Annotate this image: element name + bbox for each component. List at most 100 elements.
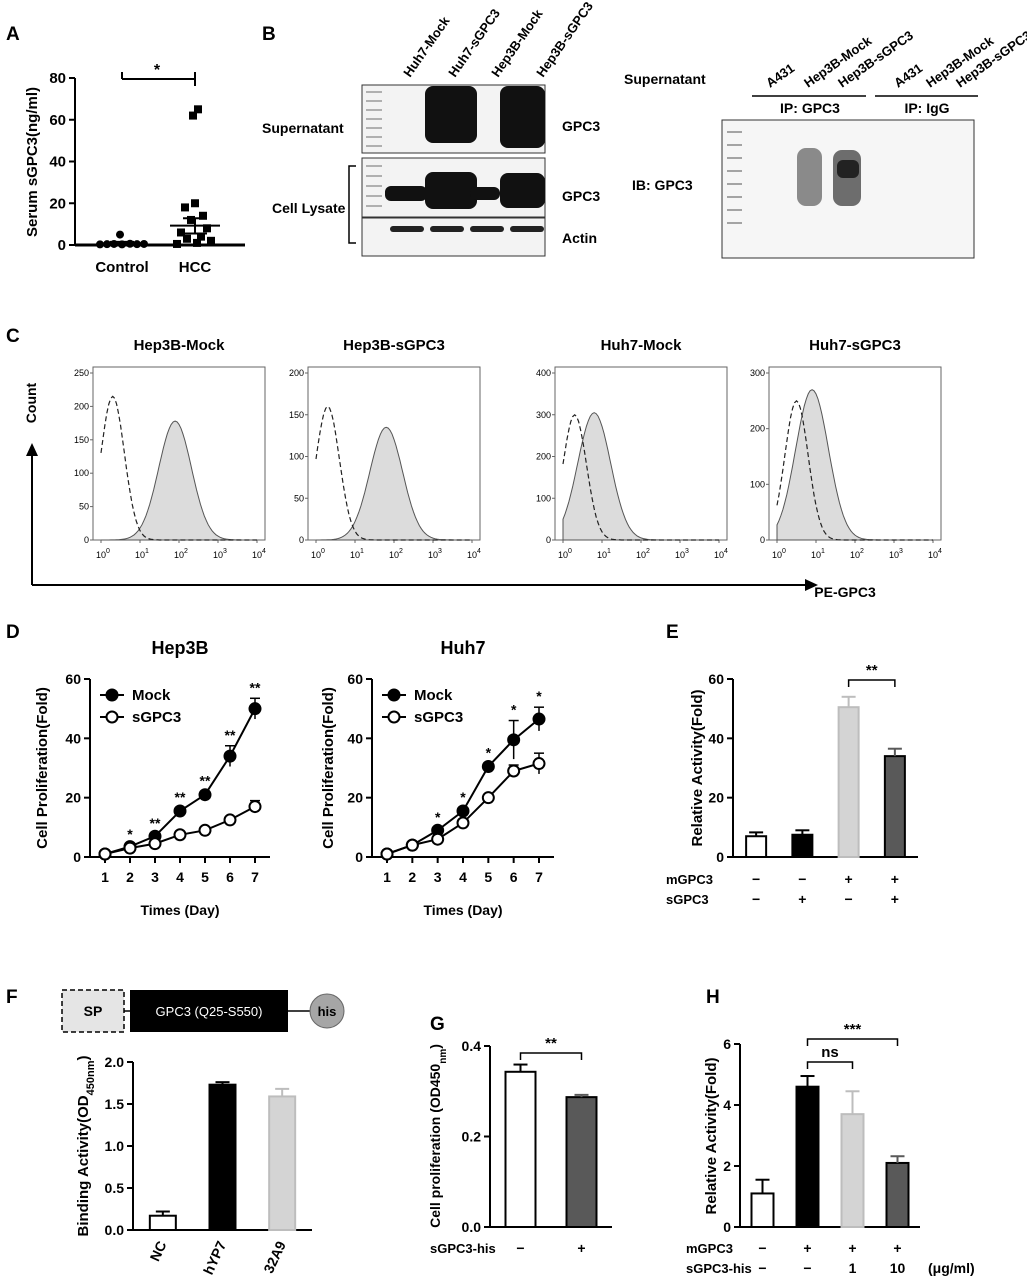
- d-hep3b-point-sgpc3: [123, 841, 137, 855]
- f-x-label: 32A9: [260, 1238, 289, 1275]
- e-row-sign: +: [845, 871, 853, 887]
- h-y-label: Relative Activity(Fold): [703, 1058, 720, 1215]
- d-huh7-point-mock: [532, 712, 546, 726]
- panel-d-hep3b-line: Hep3B 0 20 40 60 1 2 3 4 5 6 7 Times (Day) Cell Proli…: [34, 638, 270, 918]
- f-y-tick-label: 0.0: [105, 1222, 125, 1238]
- g-y-label: Cell proliferation (OD450nm): [427, 1044, 449, 1228]
- d-huh7-legend-marker: [387, 688, 401, 702]
- d-huh7-x-label: Times (Day): [423, 902, 502, 918]
- g-significance: **: [545, 1035, 557, 1052]
- a-x-label: HCC: [179, 259, 212, 276]
- c-y-tick-label: 100: [74, 468, 89, 478]
- c-x-tick-label: 100: [558, 548, 572, 560]
- panel-c-flow: Hep3B-Mock 0 50 100 150 200 250 100 101 102 103 104…: [23, 337, 942, 600]
- panel-label-a: A: [6, 24, 20, 45]
- a-point-hcc: [173, 239, 181, 248]
- d-hep3b-x-tick-label: 5: [201, 869, 209, 885]
- a-point-hcc: [177, 228, 185, 237]
- e-y-tick-label: 20: [708, 790, 724, 806]
- panel-label-e: E: [666, 622, 679, 643]
- b-band-actin: [470, 226, 504, 232]
- d-huh7-point-sgpc3: [507, 764, 521, 778]
- d-huh7-x-tick-label: 3: [434, 869, 442, 885]
- d-hep3b-significance: **: [175, 789, 186, 805]
- c-y-tick-label: 400: [536, 368, 551, 378]
- d-hep3b-x-tick-label: 1: [101, 869, 109, 885]
- b-ib-label: IB: GPC3: [632, 177, 693, 193]
- g-y-tick-label: 0.4: [462, 1038, 482, 1054]
- h-y-tick-label: 0: [723, 1219, 731, 1235]
- h-bracket: [806, 1061, 854, 1069]
- panel-label-f: F: [6, 987, 18, 1008]
- d-hep3b-significance: **: [150, 815, 161, 831]
- a-point-hcc: [203, 224, 211, 233]
- c-x-tick-label: 102: [636, 548, 650, 560]
- f-y-tick-label: 0.5: [105, 1180, 125, 1196]
- h-row-sign: −: [758, 1260, 766, 1276]
- c-x-tick-label: 101: [811, 548, 825, 560]
- a-x-label: Control: [95, 259, 148, 276]
- f-bar: [208, 1083, 237, 1232]
- h-bar: [795, 1085, 820, 1228]
- d-huh7-x-tick-label: 1: [383, 869, 391, 885]
- d-hep3b-significance: *: [127, 826, 133, 842]
- c-x-tick-label: 102: [174, 548, 188, 560]
- e-bar: [837, 706, 860, 859]
- d-huh7-legend-label: Mock: [414, 687, 453, 704]
- panel-label-d: D: [6, 622, 20, 643]
- c-plot-title: Hep3B-Mock: [134, 337, 226, 354]
- e-bar: [745, 835, 768, 859]
- d-hep3b-point-sgpc3: [248, 800, 262, 814]
- h-row-sign: +: [893, 1240, 901, 1256]
- h-row-sign: −: [803, 1260, 811, 1276]
- h-row-label: sGPC3-his: [686, 1261, 752, 1276]
- h-row-sign: 1: [849, 1260, 857, 1276]
- f-y-tick-label: 1.0: [105, 1138, 125, 1154]
- f-bar: [148, 1214, 177, 1231]
- d-hep3b-y-tick-label: 40: [65, 730, 81, 746]
- c-y-tick-label: 50: [79, 502, 89, 512]
- d-huh7-point-sgpc3: [532, 757, 546, 771]
- c-x-tick-label: 103: [675, 548, 689, 560]
- d-huh7-legend-label: sGPC3: [414, 709, 463, 726]
- panel-label-b: B: [262, 24, 276, 45]
- b-band-actin: [510, 226, 544, 232]
- b-brace: [348, 165, 356, 244]
- panel-b-blots: Huh7-MockHuh7-sGPC3Hep3B-MockHep3B-sGPC3…: [262, 0, 1027, 259]
- c-y-tick-label: 50: [294, 493, 304, 503]
- a-point-hcc: [193, 238, 201, 247]
- d-hep3b-legend-marker: [105, 710, 119, 724]
- c-positive-histogram: [316, 426, 472, 541]
- b-band-label: GPC3: [562, 188, 600, 204]
- a-point-hcc: [194, 105, 202, 114]
- g-row-sign: −: [516, 1240, 524, 1256]
- d-huh7-significance: *: [536, 688, 542, 704]
- e-y-tick-label: 60: [708, 671, 724, 687]
- d-hep3b-y-tick-label: 20: [65, 790, 81, 806]
- panel-label-h: H: [706, 987, 720, 1008]
- d-hep3b-legend-label: Mock: [132, 687, 171, 704]
- c-y-label: Count: [23, 382, 39, 423]
- b-band-label: GPC3: [562, 118, 600, 134]
- d-huh7-y-tick-label: 0: [355, 849, 363, 865]
- d-hep3b-significance: **: [250, 679, 261, 695]
- c-y-tick-label: 0: [546, 535, 551, 545]
- d-huh7-y-tick-label: 40: [347, 730, 363, 746]
- d-hep3b-point-mock: [223, 749, 237, 763]
- e-row-sign: −: [845, 891, 853, 907]
- d-hep3b-x-label: Times (Day): [140, 902, 219, 918]
- h-y-tick-label: 6: [723, 1036, 731, 1052]
- c-y-tick-label: 200: [74, 401, 89, 411]
- a-point-hcc: [197, 232, 205, 241]
- d-huh7-title: Huh7: [441, 638, 486, 658]
- a-y-label: Serum sGPC3(ng/ml): [24, 87, 41, 237]
- a-point-hcc: [191, 199, 199, 208]
- d-hep3b-point-sgpc3: [198, 823, 212, 837]
- d-huh7-point-sgpc3: [431, 832, 445, 846]
- h-significance: ***: [844, 1021, 862, 1038]
- g-bar: [565, 1096, 598, 1228]
- d-hep3b-x-tick-label: 6: [226, 869, 234, 885]
- d-hep3b-title: Hep3B: [151, 638, 208, 658]
- c-y-tick-label: 0: [299, 535, 304, 545]
